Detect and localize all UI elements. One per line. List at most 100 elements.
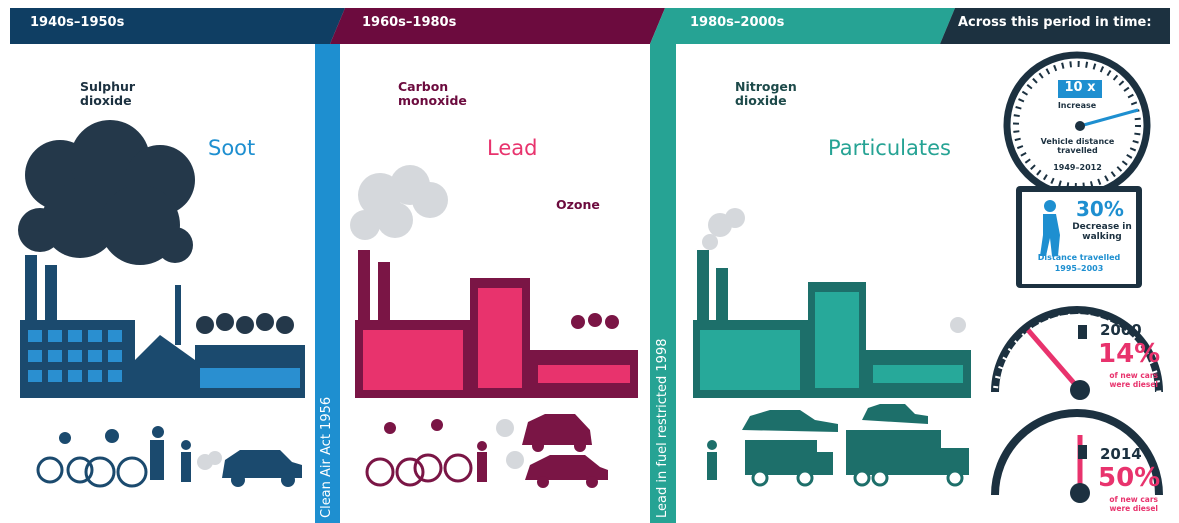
era-1-scene-shape-shape	[276, 316, 294, 334]
era-2-scene-shape	[478, 288, 522, 388]
era-2-scene	[350, 165, 638, 488]
era-2-scene-shape-shape	[571, 315, 585, 329]
era-2-scene-shape	[571, 313, 619, 329]
era-1-scene-shape-shape	[181, 440, 191, 450]
era-2-scene-shape-shape	[506, 451, 524, 469]
era-3-scene-shape-shape	[753, 471, 767, 485]
era-2-scene-shape-shape	[477, 452, 487, 482]
era-1-scene-shape-shape	[28, 370, 42, 382]
period-label: 1940s–1950s	[30, 16, 124, 31]
era-2-scene-shape	[378, 262, 390, 320]
era-1-scene-shape-shape	[200, 368, 300, 388]
era-1-scene-shape	[135, 335, 195, 398]
era-1-scene-shape-shape	[68, 350, 82, 362]
era-1-scene-shape-shape	[88, 330, 102, 342]
era-1-scene-shape	[281, 473, 295, 487]
stat-caption: Vehicle distance travelled	[1035, 137, 1120, 155]
diesel-gauges-shape	[1078, 325, 1087, 339]
era-1-scene-shape-shape	[48, 330, 62, 342]
era-3-scene-shape	[716, 268, 728, 320]
era-3-scene-shape-shape	[855, 471, 869, 485]
era-2-scene-shape-shape	[431, 419, 443, 431]
era-2-scene-shape-shape	[384, 422, 396, 434]
era-1-scene-shape	[18, 120, 195, 265]
era-2-scene-shape-shape	[412, 182, 448, 218]
era-3-scene-shape	[702, 208, 745, 250]
stat-label: Increase	[1047, 101, 1107, 110]
vehicle-distance-gauge	[1007, 55, 1147, 195]
diesel-gauges-shape	[1070, 483, 1090, 503]
era-1-scene-shape	[38, 458, 146, 486]
diesel-caption: of new cars were diesel	[1096, 372, 1158, 389]
era-3-scene-shape	[815, 292, 859, 388]
era-3-scene-shape-shape	[707, 440, 717, 450]
era-2-scene-shape-shape	[415, 455, 441, 481]
era-2-scene-shape	[363, 330, 463, 390]
era-1-scene-shape-shape	[157, 227, 193, 263]
era-2-scene-shape	[525, 455, 608, 480]
era-1-scene-shape-shape	[150, 440, 164, 480]
era-1-scene-shape-shape	[88, 350, 102, 362]
era-3-scene-shape-shape	[846, 430, 941, 475]
era-1-scene-shape	[45, 265, 57, 320]
era-3-scene-shape-shape	[950, 317, 966, 333]
stat-label: Decrease in walking	[1070, 222, 1134, 243]
era-1-scene-shape-shape	[48, 370, 62, 382]
diesel-year: 2000	[1100, 322, 1142, 339]
divider-label: Lead in fuel restricted 1998	[655, 339, 670, 519]
era-1-scene-shape-shape	[152, 426, 164, 438]
era-1-scene-shape-shape	[86, 458, 114, 486]
era-3-scene-shape	[707, 404, 969, 480]
era-2-scene-shape	[586, 476, 598, 488]
stat-years: 1995–2003	[1024, 264, 1134, 273]
era-1-scene-shape-shape	[28, 350, 42, 362]
era-1-scene-shape-shape	[108, 350, 122, 362]
era-2-scene-shape	[574, 440, 586, 452]
era-1-scene-shape-shape	[18, 208, 62, 252]
era-3-scene-shape	[700, 330, 800, 390]
era-1-scene-shape-shape	[59, 432, 71, 444]
era-1-scene-shape	[197, 451, 222, 470]
era-1-scene-shape	[231, 473, 245, 487]
era-2-scene-shape	[538, 365, 630, 383]
era-1-scene-shape	[59, 426, 191, 482]
stat-caption: Distance travelled	[1024, 253, 1134, 262]
pollutant: Ozone	[556, 198, 636, 212]
era-1-scene	[18, 120, 305, 487]
infographic: 1940s–1950s 1960s–1980s 1980s–2000s Acro…	[0, 0, 1179, 523]
era-2-scene-shape	[496, 419, 524, 469]
era-2-scene-shape	[367, 455, 471, 485]
pollutant: Particulates	[828, 136, 951, 160]
era-1-scene-shape-shape	[48, 350, 62, 362]
era-1-scene-shape	[175, 285, 181, 345]
era-2-scene-shape-shape	[477, 441, 487, 451]
era-3-scene	[693, 208, 971, 485]
era-1-scene-shape-shape	[256, 313, 274, 331]
summary-title: Across this period in time:	[958, 16, 1152, 31]
pollutant: Soot	[208, 136, 255, 160]
walking-sign-shape	[1044, 200, 1056, 212]
stat-value: 30%	[1076, 198, 1124, 221]
era-3-scene-shape-shape	[948, 471, 962, 485]
era-1-scene-shape-shape	[88, 370, 102, 382]
era-3-scene-shape	[697, 250, 709, 320]
era-1-scene-shape-shape	[105, 429, 119, 443]
illustration	[0, 0, 1179, 523]
era-1-scene-shape-shape	[108, 370, 122, 382]
era-1-scene-shape	[200, 368, 300, 388]
period-label: 1980s–2000s	[690, 16, 784, 31]
pollutant: Nitrogen dioxide	[735, 80, 815, 109]
era-2-scene-shape-shape	[397, 459, 423, 485]
era-1-scene-shape	[25, 255, 37, 320]
era-1-scene-shape-shape	[38, 458, 62, 482]
era-1-scene-shape-shape	[108, 330, 122, 342]
stat-years: 1949–2012	[1040, 163, 1115, 172]
era-1-scene-shape-shape	[68, 370, 82, 382]
diesel-value: 14%	[1098, 340, 1160, 370]
era-1-scene-shape-shape	[118, 458, 146, 486]
era-3-scene-shape-shape	[873, 471, 887, 485]
era-2-scene-shape	[537, 476, 549, 488]
vehicle-distance-gauge-shape	[1075, 121, 1085, 131]
era-2-scene-shape	[350, 165, 448, 240]
era-1-scene-shape-shape	[196, 316, 214, 334]
